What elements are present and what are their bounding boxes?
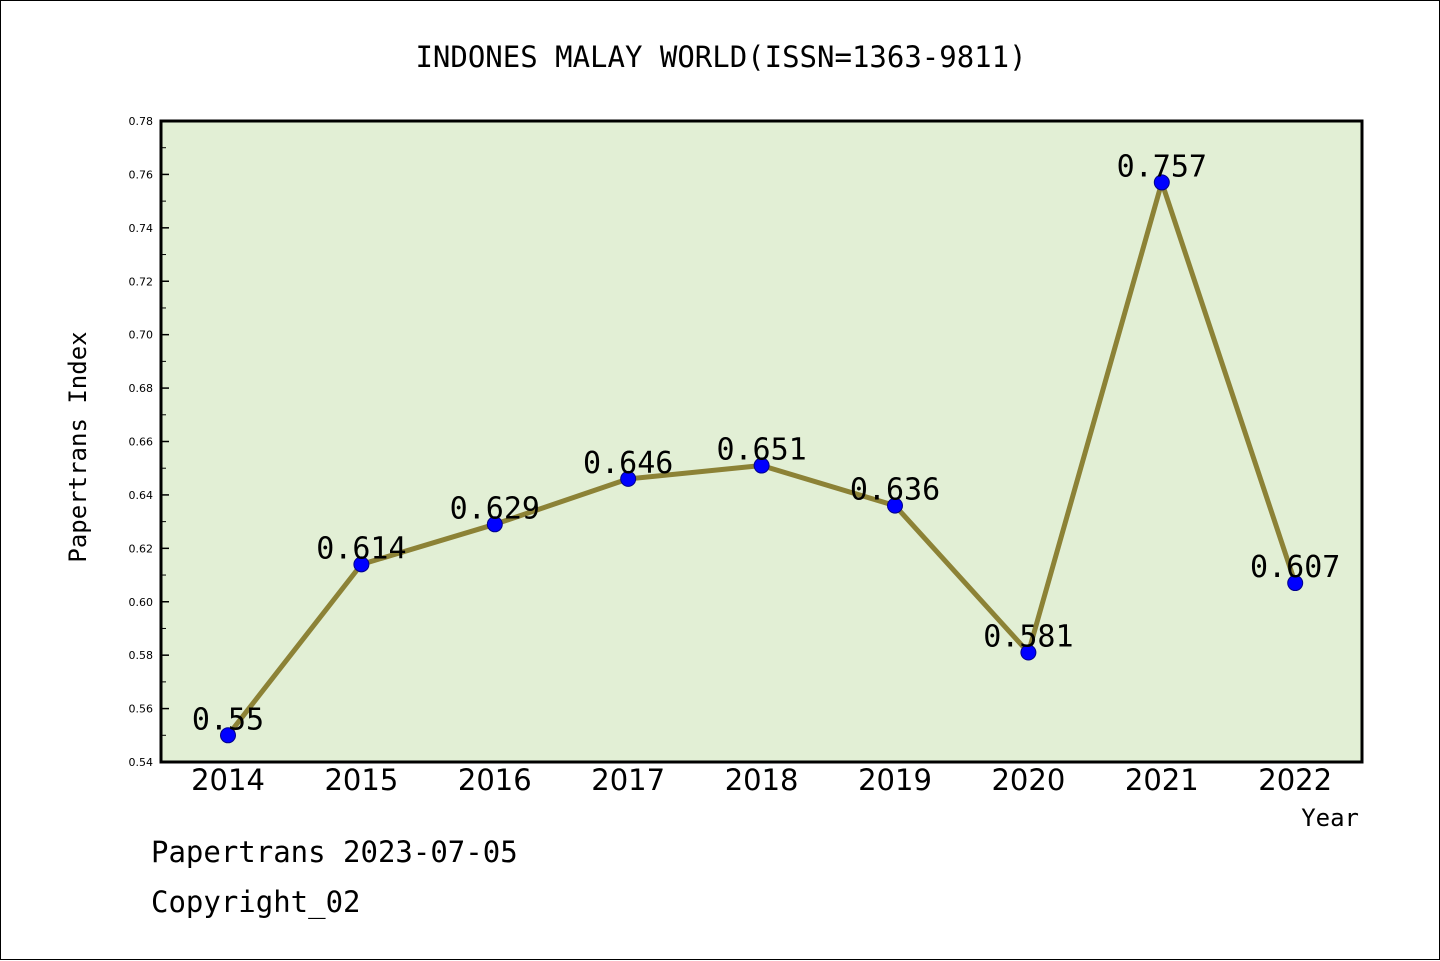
x-tick-label: 2018 [725,763,799,797]
x-tick-label: 2022 [1258,763,1332,797]
data-label-2020: 0.581 [983,619,1073,654]
y-tick-label: 0.70 [129,329,154,342]
data-point-2020 [1020,644,1037,661]
y-axis-label: Papertrans Index [64,331,92,562]
x-tick-label: 2015 [324,763,398,797]
y-tick-label: 0.62 [129,542,154,555]
data-label-2016: 0.629 [450,491,540,526]
data-point-2021 [1153,174,1170,191]
data-point-2015 [353,556,370,573]
x-axis-label: Year [1301,804,1359,832]
data-label-2014: 0.55 [192,702,264,737]
footer-date: Papertrans 2023-07-05 [151,835,518,869]
data-label-2019: 0.636 [850,473,940,508]
data-label-2022: 0.607 [1250,550,1340,585]
chart-title: INDONES MALAY WORLD(ISSN=1363-9811) [415,40,1026,74]
y-tick-label: 0.58 [129,649,154,662]
y-tick-label: 0.56 [129,703,154,716]
data-labels: 0.55 0.614 0.629 0.646 0.651 0.636 0.581 0.757 0… [192,149,1340,737]
y-tick-label: 0.68 [129,382,154,395]
y-tick-label: 0.78 [129,115,154,128]
data-label-2015: 0.614 [316,531,406,566]
x-tick-label: 2021 [1125,763,1199,797]
data-label-2021: 0.757 [1117,149,1207,184]
series-markers [220,174,1304,744]
x-tick-label: 2014 [191,763,265,797]
y-tick-label: 0.76 [129,168,154,181]
x-tick-label: 2016 [458,763,532,797]
y-tick-label: 0.60 [129,596,154,609]
y-tick-label: 0.72 [129,275,154,288]
x-tick-label: 2017 [591,763,665,797]
y-tick-label: 0.54 [129,756,154,769]
data-point-2018 [753,457,770,474]
data-point-2017 [620,470,637,487]
x-tick-label: 2020 [991,763,1065,797]
plot-area [159,119,1364,764]
data-point-2022 [1287,575,1304,592]
x-axis: 2014 2015 2016 2017 2018 2019 2020 2021 2022 [191,763,1332,797]
data-point-2014 [220,727,236,744]
y-tick-label: 0.66 [129,436,154,449]
x-tick-label: 2019 [858,763,932,797]
y-tick-label: 0.64 [129,489,154,502]
y-tick-label: 0.74 [129,222,154,235]
y-axis: 0.54 0.56 0.58 0.60 0.62 0.64 0.66 0.68 0.70 0.72… [129,115,169,769]
data-point-2019 [887,497,903,514]
data-point-2016 [486,516,503,533]
data-label-2018: 0.651 [716,433,806,468]
footer-copyright: Copyright_02 [151,885,361,919]
data-label-2017: 0.646 [583,446,673,481]
